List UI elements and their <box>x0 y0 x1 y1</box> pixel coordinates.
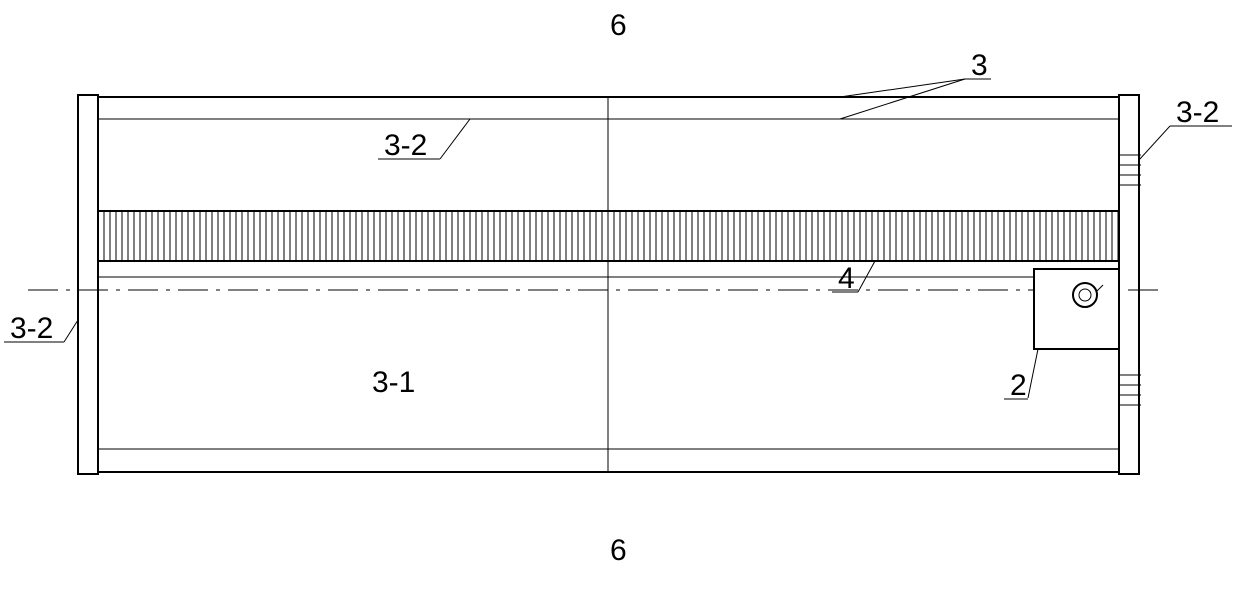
lbl-3-1-text: 3-1 <box>372 366 415 399</box>
lbl-3-text: 3 <box>971 49 988 82</box>
gear-housing <box>1034 269 1119 349</box>
lbl-3-2-bl-text: 3-2 <box>10 312 53 345</box>
lbl-3-2-tr-text: 3-2 <box>1176 96 1219 129</box>
lbl-2-text: 2 <box>1010 369 1027 402</box>
lbl-3-2-tm-text: 3-2 <box>384 129 427 162</box>
lbl-3-1: 3-1 <box>372 366 415 399</box>
lbl-6-top: 6 <box>610 9 627 42</box>
lbl-6-top-text: 6 <box>610 9 627 42</box>
lbl-4-text: 4 <box>838 262 855 295</box>
lbl-6-bot-text: 6 <box>610 534 627 567</box>
lbl-6-bot: 6 <box>610 534 627 567</box>
